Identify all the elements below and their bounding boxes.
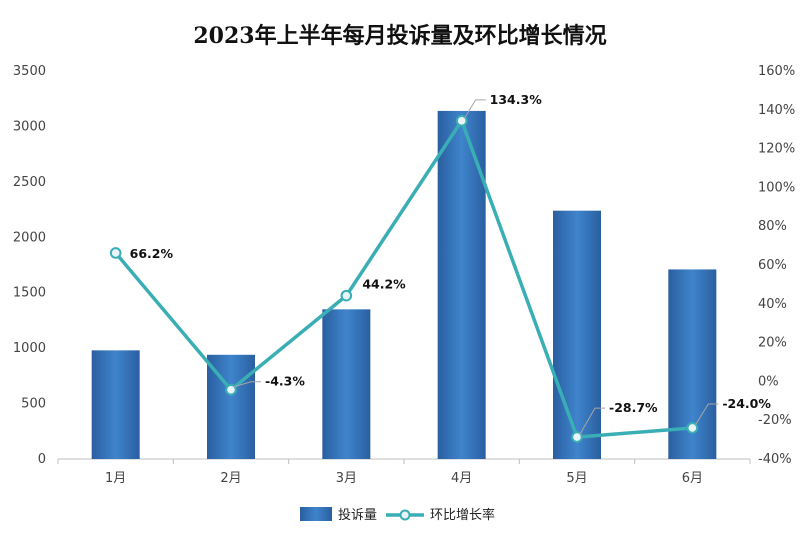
x-tick-label: 3月 bbox=[336, 471, 357, 486]
x-tick-label: 5月 bbox=[566, 471, 587, 486]
y-right-tick-label: 20% bbox=[758, 336, 787, 351]
y-left-tick-label: 0 bbox=[38, 452, 46, 467]
y-left-tick-label: 3500 bbox=[13, 64, 46, 79]
line-point bbox=[455, 115, 468, 127]
legend-swatch-marker bbox=[399, 509, 411, 521]
y-left-tick-label: 1500 bbox=[13, 286, 46, 301]
line-point bbox=[109, 247, 122, 259]
chart-title: 2023年上半年每月投诉量及环比增长情况 bbox=[193, 23, 607, 49]
y-right-tick-label: 0% bbox=[758, 374, 779, 389]
line-data-label: 134.3% bbox=[490, 92, 543, 107]
line-data-label: 44.2% bbox=[362, 277, 406, 292]
legend-swatch-bar bbox=[300, 507, 332, 521]
label-leader-line bbox=[464, 99, 486, 119]
line-data-label: -28.7% bbox=[609, 400, 658, 415]
label-leader-line bbox=[233, 381, 261, 388]
legend-label-line: 环比增长率 bbox=[430, 507, 495, 523]
y-left-tick-label: 3000 bbox=[13, 119, 46, 134]
line-data-label: -24.0% bbox=[722, 396, 771, 411]
y-right-tick-label: -40% bbox=[758, 452, 792, 467]
y-right-tick-label: 160% bbox=[758, 64, 795, 79]
x-tick-label: 4月 bbox=[451, 471, 472, 486]
line-data-label: -4.3% bbox=[265, 374, 305, 389]
bar bbox=[553, 210, 601, 459]
bar bbox=[322, 309, 371, 459]
y-right-tick-label: -20% bbox=[758, 413, 792, 428]
y-left-tick-label: 2000 bbox=[13, 230, 46, 245]
y-right-tick-label: 100% bbox=[758, 180, 795, 195]
label-leader-line bbox=[579, 407, 605, 435]
y-right-tick-label: 80% bbox=[758, 219, 787, 234]
y-left-tick-label: 2500 bbox=[13, 175, 46, 190]
x-tick-label: 6月 bbox=[682, 471, 703, 486]
y-right-tick-label: 60% bbox=[758, 258, 787, 273]
legend-label-bar: 投诉量 bbox=[338, 507, 377, 523]
line-point bbox=[225, 383, 237, 396]
label-leader-line bbox=[694, 403, 719, 426]
x-tick-label: 2月 bbox=[220, 471, 241, 486]
y-right-tick-label: 120% bbox=[758, 142, 795, 157]
bar bbox=[91, 350, 140, 459]
y-left-tick-label: 1000 bbox=[13, 341, 46, 356]
y-left-tick-label: 500 bbox=[21, 397, 46, 412]
series-line bbox=[114, 119, 693, 439]
y-right-tick-label: 40% bbox=[758, 297, 787, 312]
line-data-label: 66.2% bbox=[130, 246, 174, 261]
y-right-tick-label: 140% bbox=[758, 103, 795, 118]
line-point bbox=[340, 289, 353, 302]
line-point bbox=[571, 431, 583, 443]
line-point bbox=[686, 422, 699, 434]
x-tick-label: 1月 bbox=[105, 471, 126, 486]
